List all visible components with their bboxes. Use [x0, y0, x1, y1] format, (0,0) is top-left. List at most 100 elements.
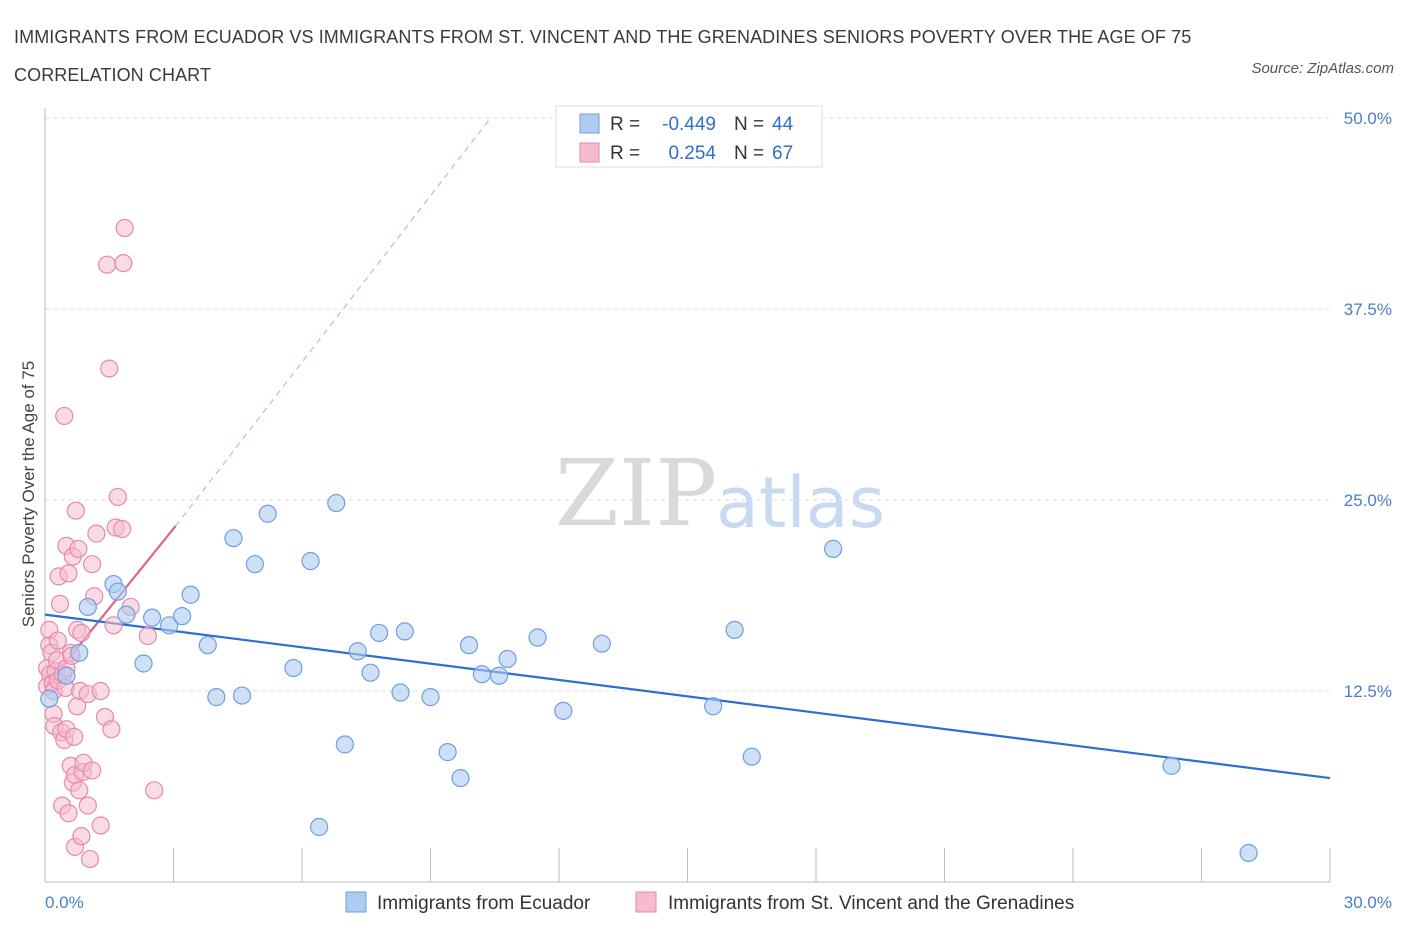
axes	[44, 108, 1331, 883]
point-svg-53	[91, 681, 110, 701]
point-ecuador-8	[142, 608, 162, 627]
point-ecuador-11	[181, 585, 200, 604]
point-ecuador-35	[528, 628, 547, 647]
legend-r-label-1: R =	[610, 114, 640, 135]
point-ecuador-42	[1162, 756, 1181, 775]
bottom-legend-swatch-ecuador	[345, 891, 367, 913]
legend-n-label-2: N =	[734, 143, 764, 164]
point-svg-45	[78, 796, 97, 815]
point-ecuador-17	[258, 504, 277, 523]
legend-r-label-2: R =	[610, 143, 640, 164]
point-ecuador-22	[335, 735, 354, 754]
point-svg-19	[55, 406, 74, 426]
point-ecuador-7	[134, 654, 153, 673]
point-svg-35	[66, 501, 85, 520]
point-ecuador-25	[370, 623, 389, 643]
watermark-atlas: atlas	[716, 462, 885, 544]
point-ecuador-41	[824, 539, 843, 558]
point-svg-42	[72, 827, 91, 846]
point-ecuador-20	[310, 817, 329, 837]
point-svg-41	[72, 623, 91, 643]
point-ecuador-19	[301, 552, 320, 571]
point-svg-26	[59, 804, 78, 823]
point-ecuador-23	[348, 642, 367, 661]
chart-title: IMMIGRANTS FROM ECUADOR VS IMMIGRANTS FR…	[14, 27, 1192, 85]
bottom-legend-swatch-svg	[635, 891, 657, 913]
bottom-legend-label-svg: Immigrants from St. Vincent and the Gren…	[668, 893, 1074, 914]
point-ecuador-29	[438, 743, 457, 762]
point-ecuador-3	[78, 597, 97, 617]
point-ecuador-6	[117, 605, 136, 624]
y-axis-label: Seniors Poverty Over the Age of 75	[19, 361, 38, 627]
point-ecuador-5	[108, 582, 127, 601]
point-ecuador-10	[172, 607, 192, 626]
point-svg-61	[112, 519, 132, 539]
point-svg-56	[100, 359, 119, 378]
point-ecuador-1	[57, 666, 76, 685]
point-ecuador-37	[592, 634, 611, 653]
trend-line-ecuador	[44, 613, 1331, 780]
grid-lines	[45, 117, 1330, 692]
correlation-legend: R = -0.449 N = 44 R = 0.254 N = 67	[555, 105, 823, 168]
point-svg-55	[98, 255, 117, 274]
point-ecuador-26	[391, 683, 410, 702]
point-ecuador-33	[489, 666, 509, 685]
point-ecuador-9	[160, 616, 179, 635]
legend-swatch-svg	[579, 142, 600, 163]
point-ecuador-43	[1239, 843, 1258, 863]
point-svg-51	[87, 524, 106, 543]
point-ecuador-28	[421, 688, 440, 707]
point-ecuador-15	[232, 686, 252, 705]
point-ecuador-39	[725, 620, 744, 639]
x-tick-label-1: 30.0%	[1344, 893, 1392, 912]
y-tick-label-0: 12.5%	[1344, 682, 1392, 701]
point-svg-52	[91, 816, 110, 835]
point-svg-49	[83, 555, 102, 574]
source-label: Source: ZipAtlas.com	[1251, 60, 1394, 77]
tick-labels: 12.5% 25.0% 37.5% 50.0% 0.0% 30.0%	[45, 109, 1392, 912]
point-svg-13	[48, 631, 67, 650]
point-ecuador-18	[284, 658, 303, 678]
legend-swatch-ecuador	[579, 113, 600, 134]
legend-r-value-2: 0.254	[668, 143, 716, 164]
legend-n-label-1: N =	[734, 114, 764, 135]
point-ecuador-2	[70, 643, 89, 662]
series-ecuador-points	[40, 493, 1258, 863]
point-svg-32	[65, 727, 84, 746]
series-legend: Immigrants from Ecuador Immigrants from …	[345, 891, 1074, 914]
point-svg-63	[115, 218, 134, 238]
series-svg-points	[38, 218, 164, 869]
point-svg-66	[145, 781, 164, 800]
point-svg-58	[104, 616, 123, 635]
point-svg-57	[102, 720, 121, 739]
point-svg-48	[83, 761, 102, 780]
point-svg-15	[50, 594, 70, 614]
point-ecuador-12	[198, 636, 217, 655]
y-tick-label-2: 37.5%	[1344, 300, 1392, 319]
y-tick-label-1: 25.0%	[1344, 491, 1392, 510]
point-svg-60	[108, 487, 127, 507]
point-ecuador-36	[554, 701, 573, 720]
point-svg-47	[80, 849, 100, 869]
point-ecuador-14	[224, 529, 243, 548]
point-ecuador-27	[395, 622, 414, 641]
point-svg-65	[138, 626, 157, 646]
trend-line-svg-extended	[175, 117, 491, 527]
point-svg-25	[59, 564, 78, 583]
point-svg-39	[70, 781, 89, 800]
point-ecuador-40	[742, 747, 761, 766]
bottom-legend-label-ecuador: Immigrants from Ecuador	[377, 893, 591, 914]
point-ecuador-0	[40, 689, 59, 708]
point-ecuador-38	[704, 697, 723, 716]
point-ecuador-31	[459, 636, 479, 655]
point-ecuador-21	[327, 493, 346, 513]
point-ecuador-34	[498, 649, 517, 669]
point-ecuador-30	[451, 768, 470, 788]
point-svg-62	[114, 254, 133, 273]
legend-n-value-2: 67	[772, 143, 793, 164]
point-ecuador-16	[245, 555, 264, 574]
y-tick-label-3: 50.0%	[1344, 109, 1392, 128]
point-ecuador-13	[207, 688, 226, 707]
point-svg-38	[69, 539, 88, 558]
